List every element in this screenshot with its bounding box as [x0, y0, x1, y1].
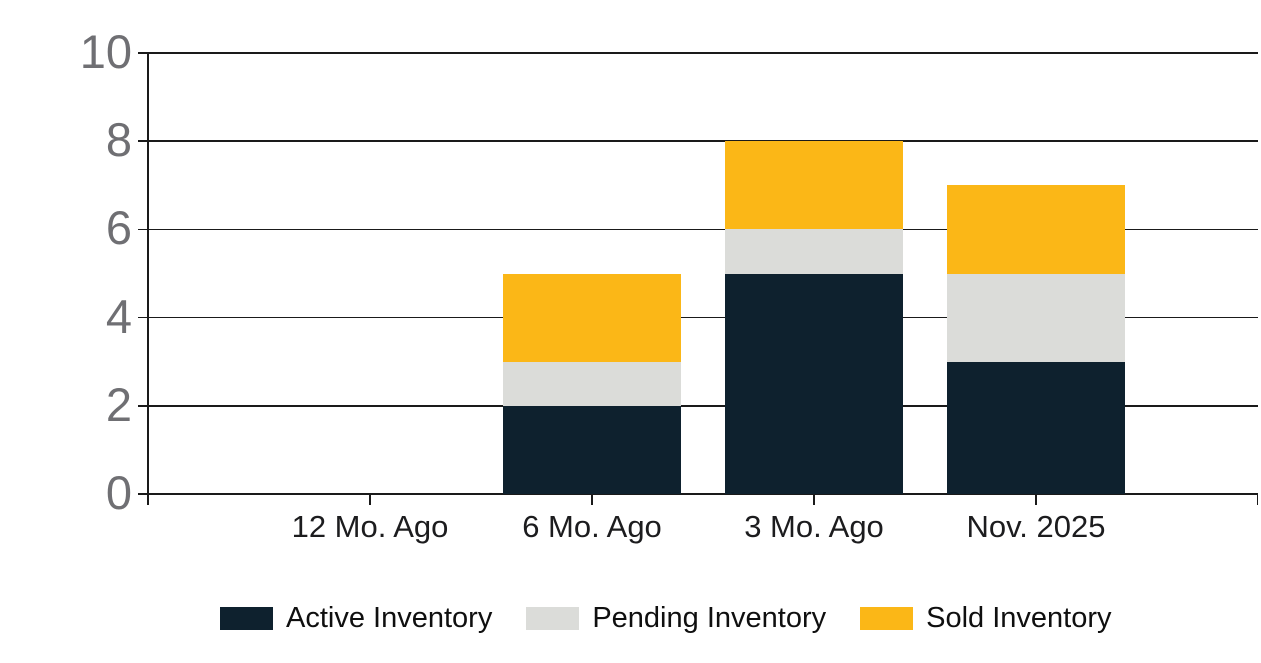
bar-12-mo-ago — [281, 53, 459, 494]
legend-item-sold-inventory: Sold Inventory — [860, 602, 1112, 634]
x-axis-tick-3-mo-ago — [813, 494, 815, 505]
bar-3-mo-ago — [725, 53, 903, 494]
bar-segment-active-inventory — [725, 273, 903, 494]
y-axis-line — [147, 53, 149, 505]
gridline-y-6 — [148, 228, 1258, 231]
x-tick-label: 3 Mo. Ago — [744, 509, 884, 544]
bar-segment-sold-inventory — [947, 185, 1125, 274]
legend-label: Sold Inventory — [926, 602, 1112, 634]
x-axis-tick-12-mo-ago — [369, 494, 371, 505]
gridline-y-2 — [148, 405, 1258, 407]
y-axis-tick-4 — [138, 316, 148, 319]
bar-6-mo-ago — [503, 53, 681, 494]
bar-segment-active-inventory — [947, 361, 1125, 494]
bar-segment-sold-inventory — [503, 273, 681, 362]
bar-segment-active-inventory — [503, 405, 681, 494]
y-tick-label: 4 — [105, 289, 132, 343]
x-axis-tick-nov-2025 — [1035, 494, 1037, 505]
bar-segment-pending-inventory — [947, 273, 1125, 362]
y-tick-label: 2 — [105, 377, 132, 431]
legend-item-pending-inventory: Pending Inventory — [526, 603, 826, 633]
bar-nov-2025 — [947, 53, 1125, 494]
y-tick-label: 0 — [105, 466, 132, 519]
y-tick-label: 6 — [105, 201, 132, 255]
gridline-y-10 — [148, 52, 1258, 54]
y-axis-tick-8 — [138, 140, 148, 142]
legend-label: Pending Inventory — [592, 602, 827, 634]
x-tick-label: 6 Mo. Ago — [522, 509, 662, 544]
x-tick-label: 12 Mo. Ago — [291, 509, 449, 544]
x-tick-label: Nov. 2025 — [966, 509, 1106, 544]
gridline-y-4 — [148, 316, 1258, 319]
y-axis-tick-6 — [138, 228, 148, 231]
legend-label: Active Inventory — [286, 602, 493, 634]
legend-swatch-sold-inventory — [860, 606, 914, 630]
y-axis-tick-2 — [138, 405, 148, 407]
x-axis-end-tick — [1256, 494, 1258, 505]
y-axis-tick-10 — [138, 52, 148, 54]
bar-segment-sold-inventory — [725, 141, 903, 230]
legend-item-active-inventory: Active Inventory — [220, 603, 492, 633]
legend-swatch-pending-inventory — [526, 606, 580, 630]
y-axis-tick-0 — [138, 493, 148, 495]
gridline-y-0 — [148, 493, 1258, 495]
y-tick-label: 8 — [105, 113, 132, 167]
y-tick-label: 10 — [79, 25, 132, 78]
bar-segment-pending-inventory — [503, 361, 681, 406]
x-axis-tick-6-mo-ago — [591, 494, 593, 505]
gridline-y-8 — [148, 140, 1258, 142]
legend-swatch-active-inventory — [220, 606, 273, 630]
legend: Active Inventory Pending Inventory Sold In… — [220, 603, 1112, 633]
bar-segment-pending-inventory — [725, 229, 903, 274]
